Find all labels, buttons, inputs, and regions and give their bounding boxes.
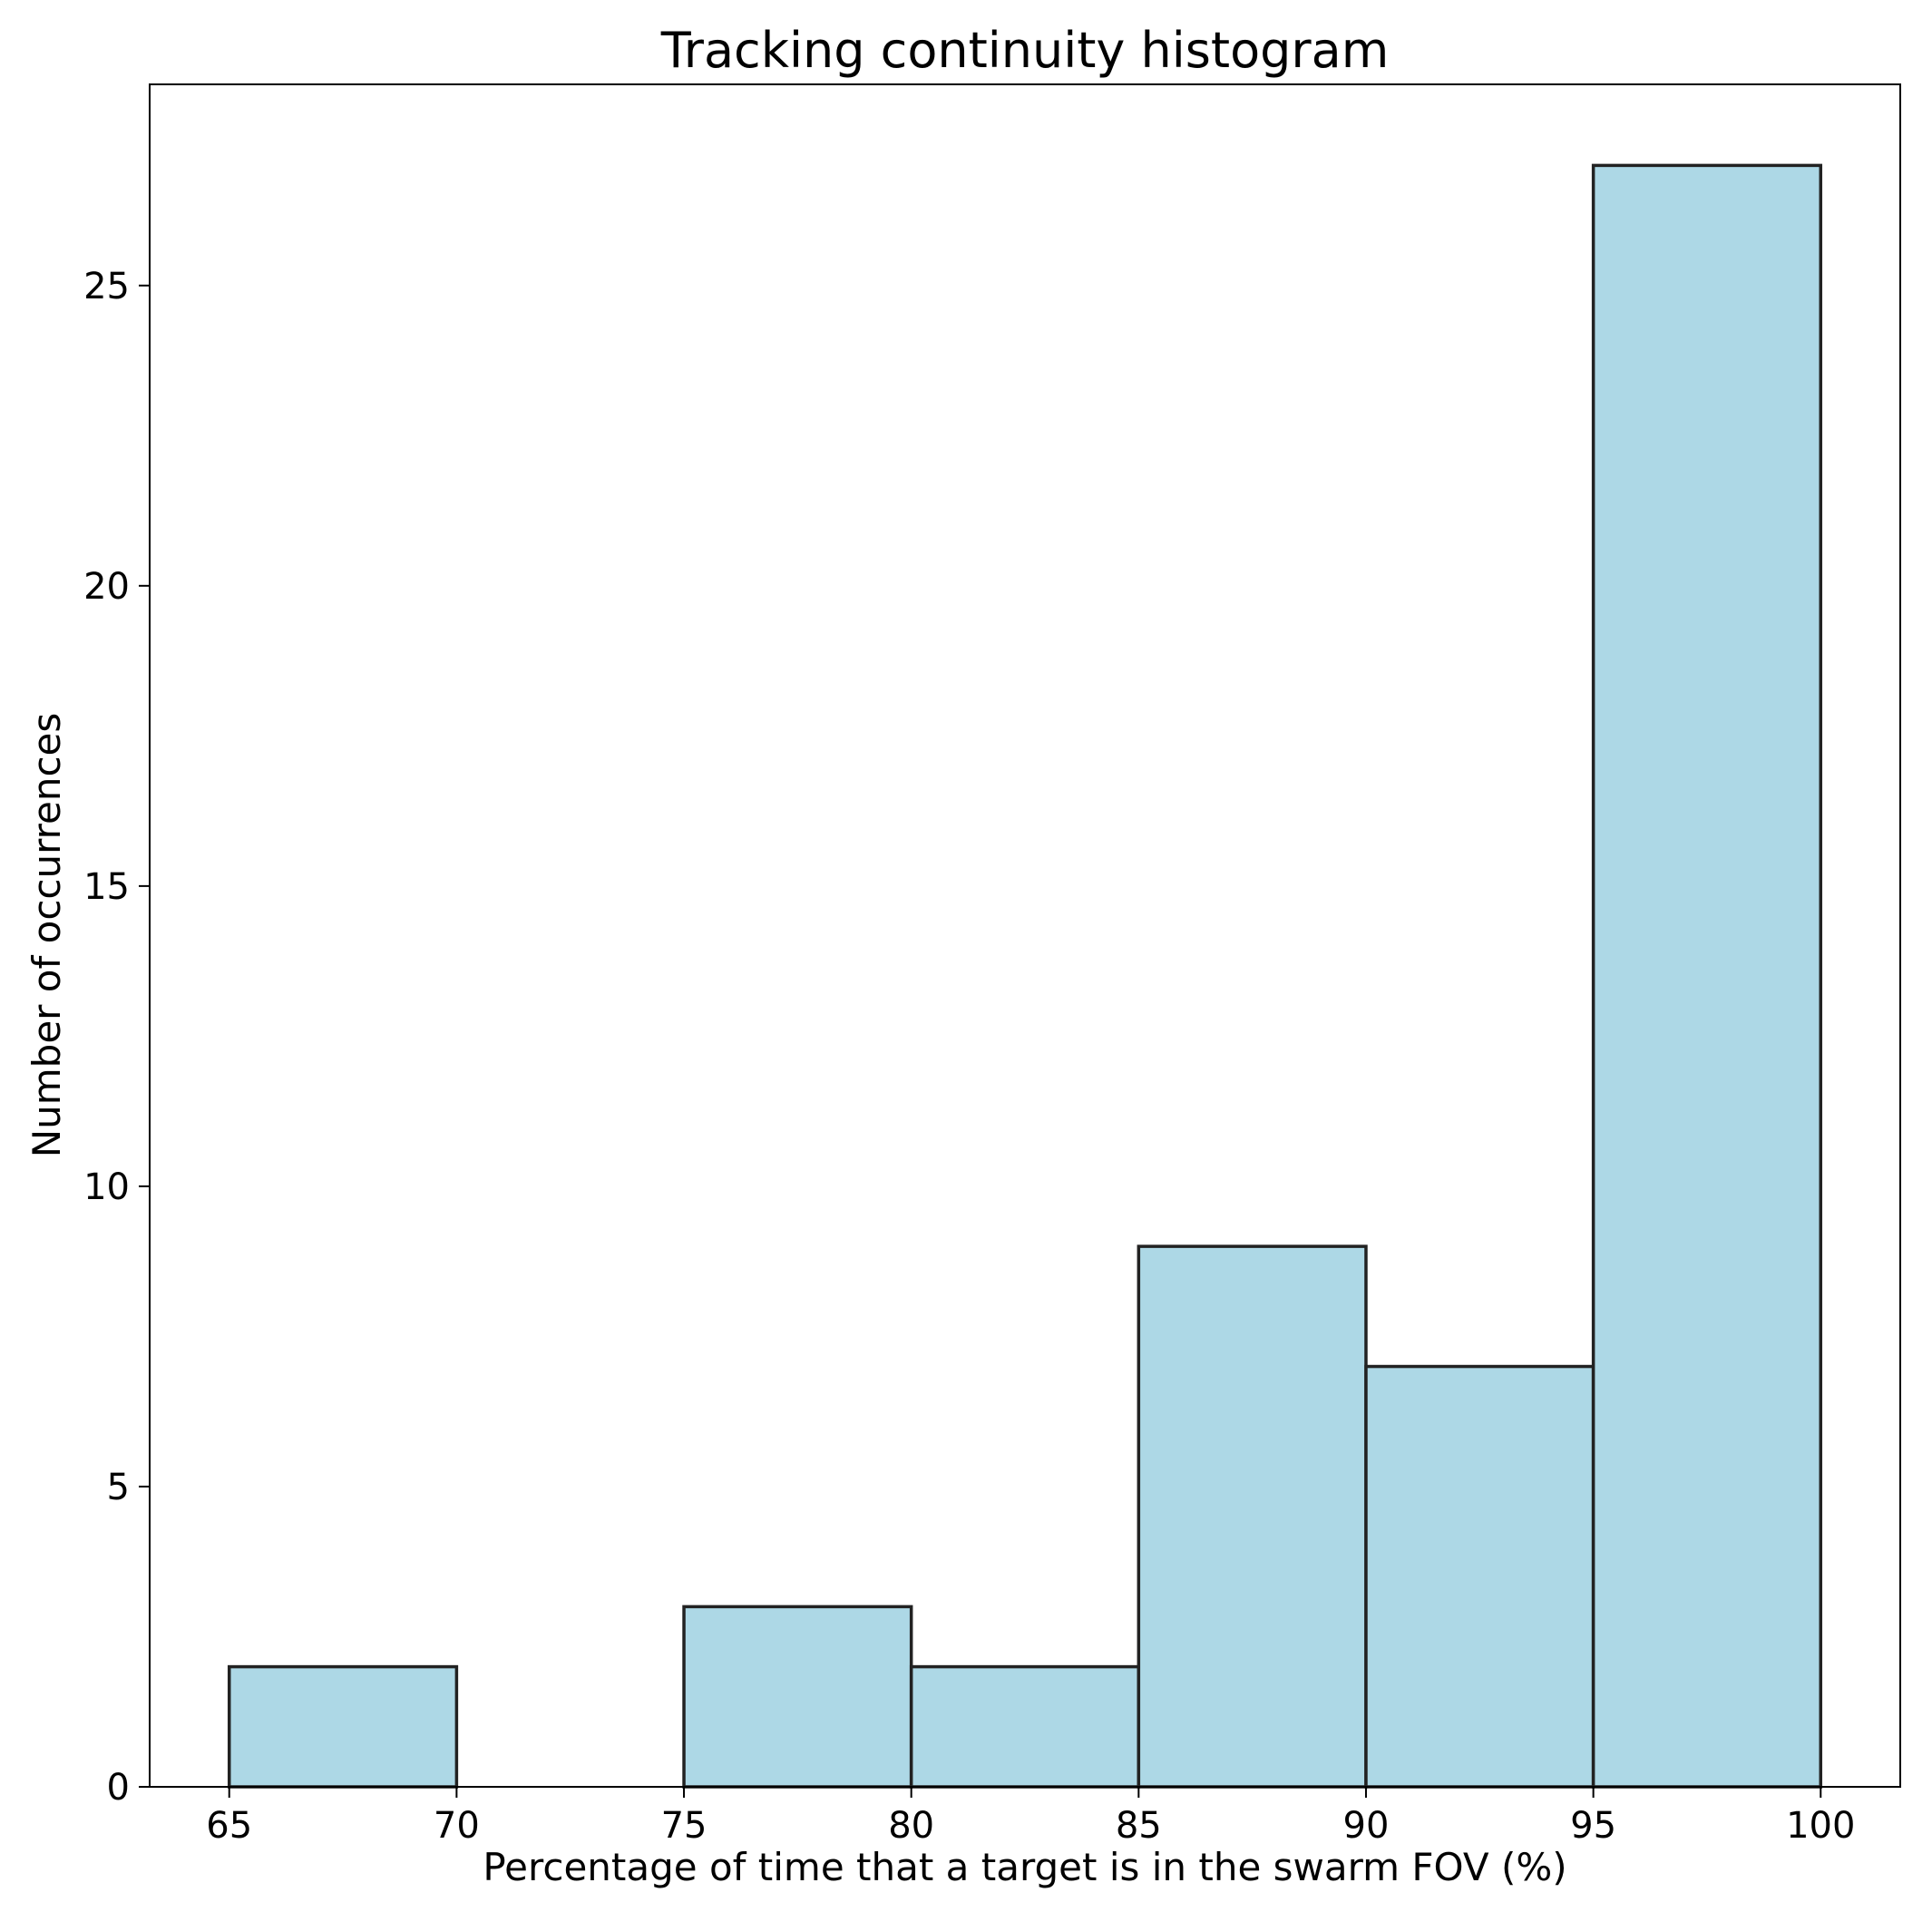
chart-title: Tracking continuity histogram [660, 22, 1390, 79]
y-tick-label: 15 [83, 866, 130, 908]
y-tick-label: 20 [83, 566, 130, 608]
axes-frame [149, 83, 1901, 1788]
y-tick-label: 10 [83, 1166, 130, 1208]
histogram-bar-75-80 [682, 1605, 913, 1789]
x-tick-label: 90 [1343, 1805, 1390, 1847]
bars-group [227, 163, 1823, 1789]
y-axis-ticks: 0 5 10 15 20 25 [83, 266, 150, 1809]
histogram-bar-65-70 [227, 1664, 459, 1789]
y-tick-label: 25 [83, 266, 130, 307]
x-tick-label: 65 [206, 1805, 252, 1847]
x-tick-label: 95 [1570, 1805, 1616, 1847]
y-tick-label: 5 [107, 1467, 130, 1508]
x-tick-label: 85 [1116, 1805, 1162, 1847]
y-tick-label: 0 [107, 1767, 130, 1809]
y-axis-label: Number of occurrences [24, 713, 69, 1158]
x-axis-label: Percentage of time that a target is in t… [483, 1845, 1566, 1889]
x-tick-label: 75 [661, 1805, 707, 1847]
histogram-bar-90-95 [1364, 1364, 1595, 1789]
x-axis-ticks: 65 70 75 80 85 90 95 100 [206, 1787, 1855, 1847]
x-tick-label: 80 [888, 1805, 934, 1847]
x-tick-label: 100 [1786, 1805, 1855, 1847]
histogram-bar-85-90 [1137, 1244, 1368, 1789]
histogram-bar-80-85 [909, 1664, 1141, 1789]
x-tick-label: 70 [434, 1805, 480, 1847]
histogram-bar-95-100 [1591, 163, 1823, 1789]
